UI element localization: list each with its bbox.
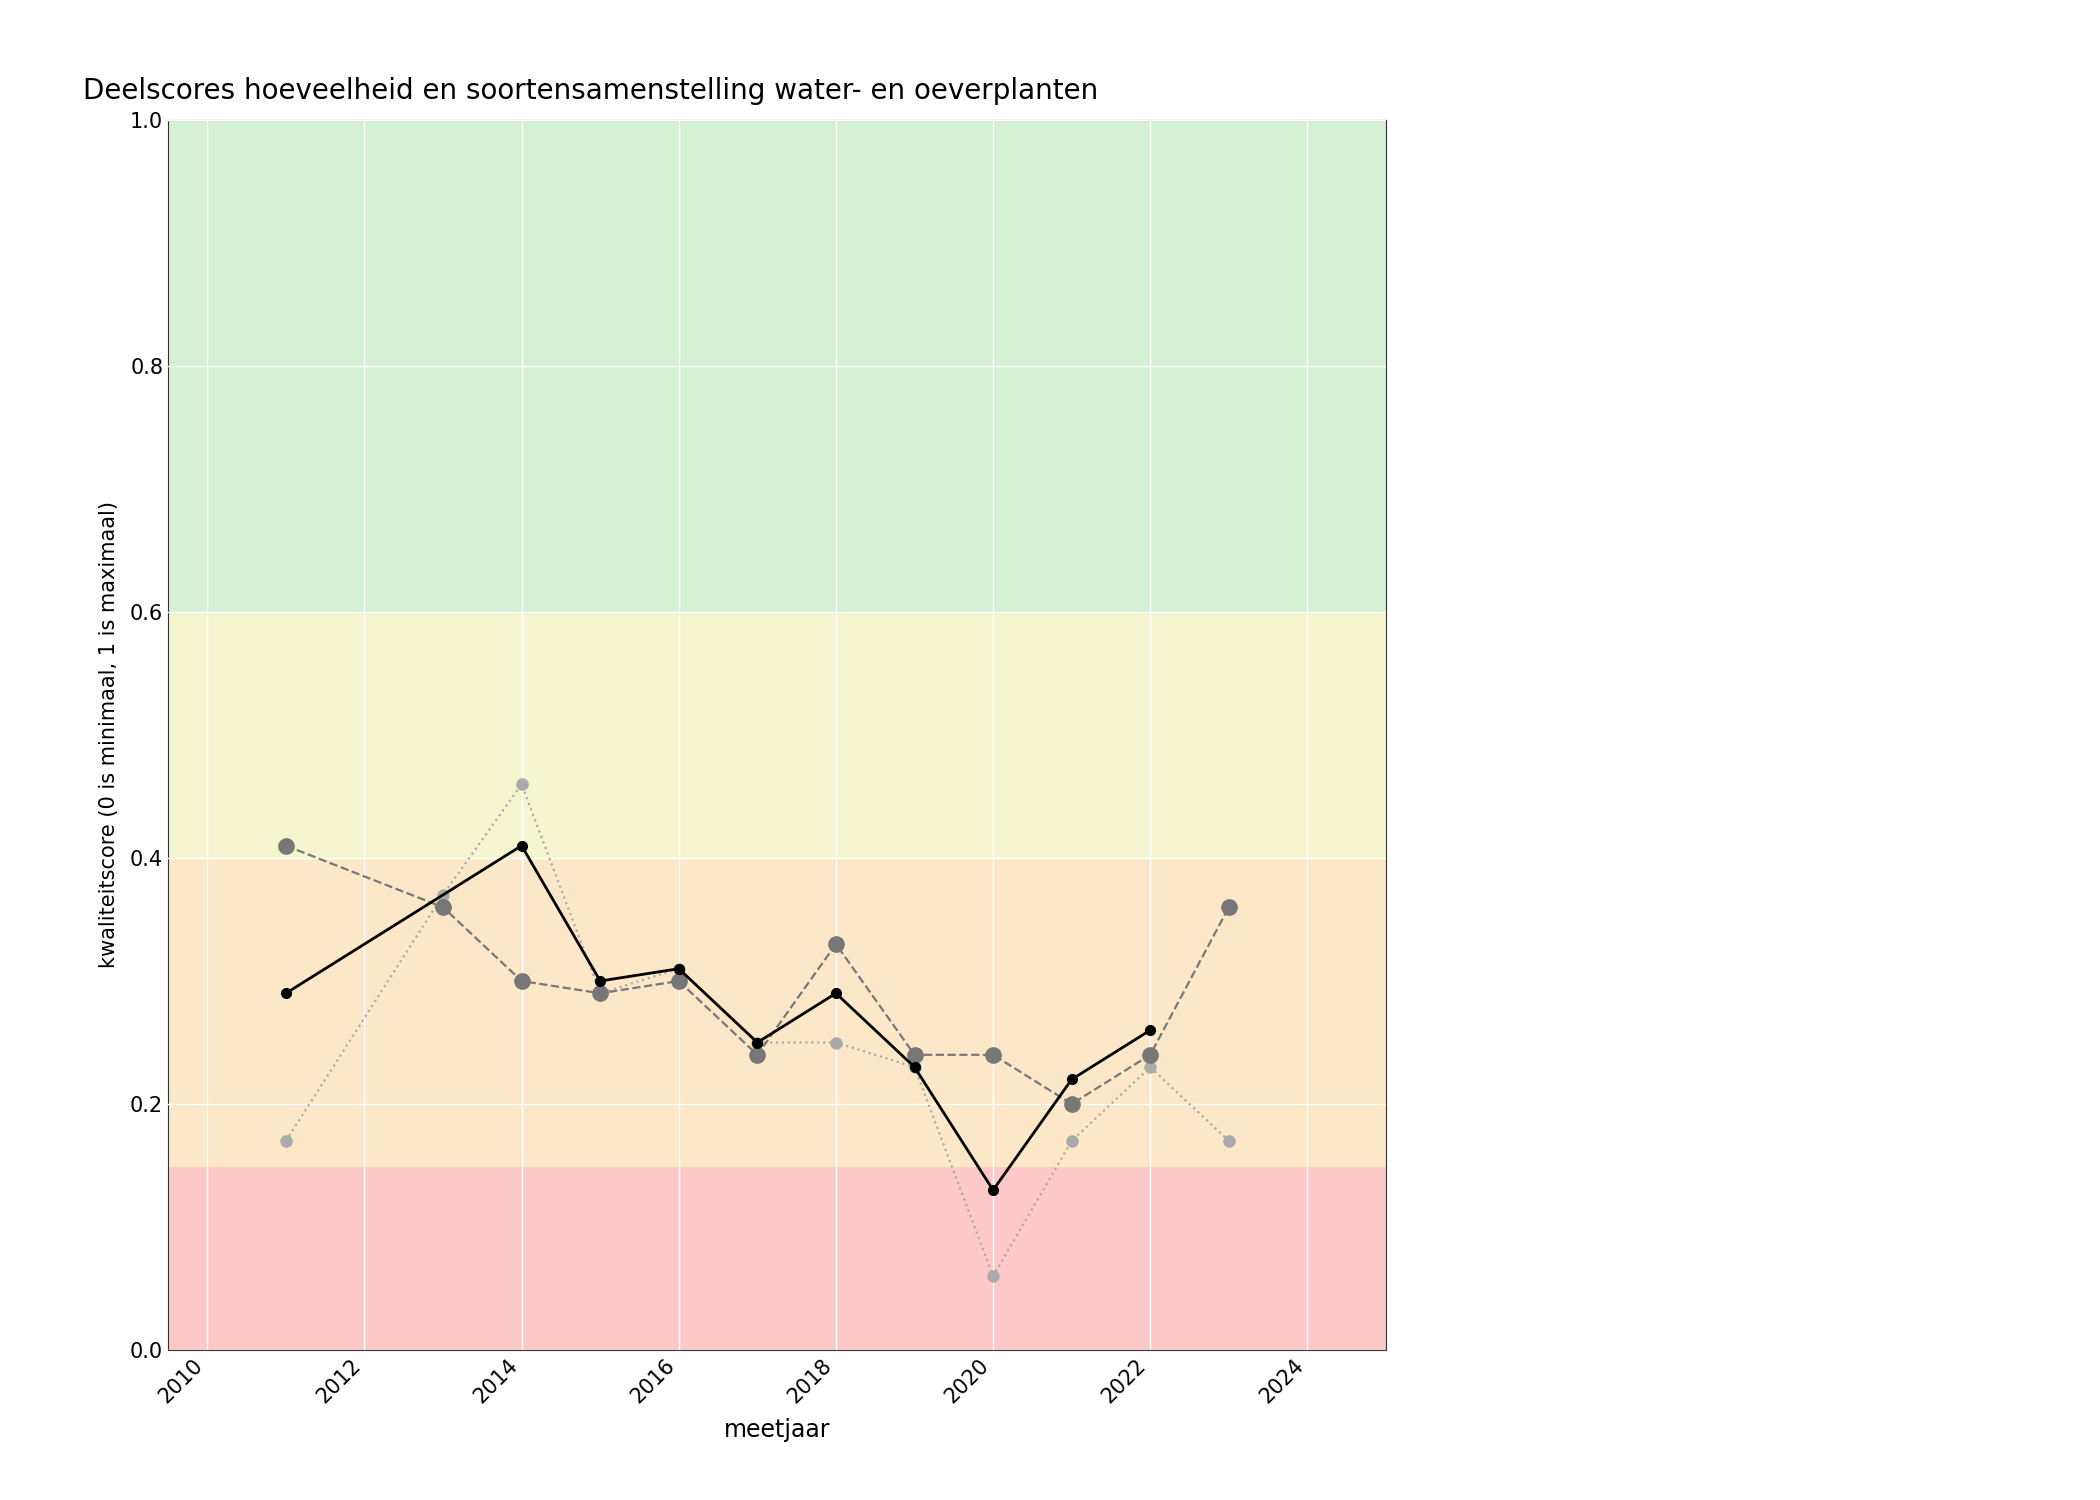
Text: Deelscores hoeveelheid en soortensamenstelling water- en oeverplanten: Deelscores hoeveelheid en soortensamenst… [82, 76, 1098, 105]
Bar [168, 612, 1386, 858]
Bar [168, 858, 1386, 1166]
Legend: Water- en oeverplanten, Soortensamenstelling planten, Hoeveelheid planten: Water- en oeverplanten, Soortensamenstel… [1438, 771, 1846, 921]
X-axis label: meetjaar: meetjaar [724, 1418, 830, 1442]
Bar [168, 120, 1386, 612]
Bar [168, 1166, 1386, 1350]
Y-axis label: kwaliteitscore (0 is minimaal, 1 is maximaal): kwaliteitscore (0 is minimaal, 1 is maxi… [99, 501, 120, 969]
